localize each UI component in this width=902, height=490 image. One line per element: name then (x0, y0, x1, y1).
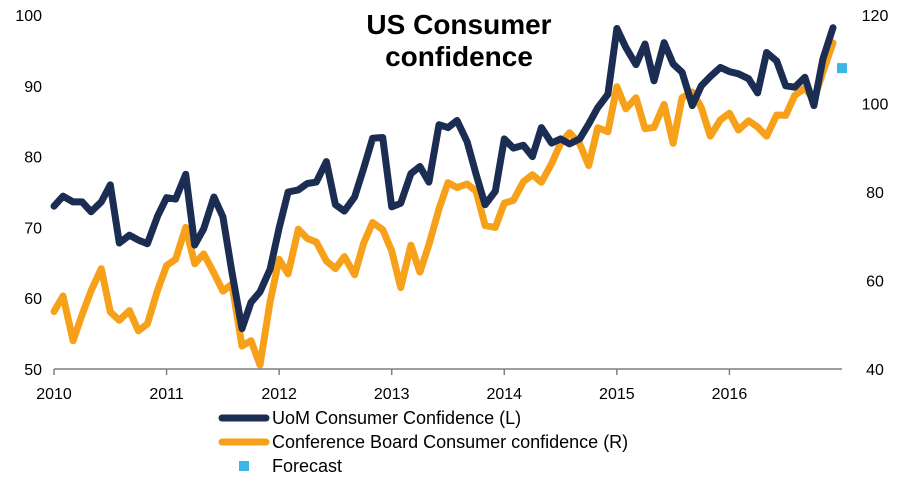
x-tick-label: 2011 (149, 386, 184, 403)
legend-swatch-forecast (239, 461, 249, 471)
left-y-tick-label: 90 (24, 79, 42, 96)
conference-board-series-line (50, 39, 837, 369)
x-tick-label: 2015 (599, 386, 635, 403)
legend-label: UoM Consumer Confidence (L) (272, 408, 521, 428)
left-y-ticks: 50 60 70 80 90 100 (15, 8, 42, 379)
forecast-marker (837, 63, 847, 74)
x-ticks: 2010 2011 2012 2013 2014 2015 2016 (36, 369, 747, 403)
right-y-tick-label: 80 (866, 185, 884, 202)
x-tick-label: 2016 (712, 386, 748, 403)
right-y-tick-label: 120 (862, 8, 889, 25)
series-layer (50, 24, 847, 369)
chart-title-line-1: US Consumer (366, 9, 551, 40)
chart-title-line-2: confidence (385, 41, 533, 72)
right-y-tick-label: 40 (866, 362, 884, 379)
uom-series-line (50, 24, 837, 333)
left-y-tick-label: 100 (15, 8, 42, 25)
x-tick-label: 2010 (36, 386, 72, 403)
x-tick-label: 2012 (261, 386, 297, 403)
left-y-tick-label: 60 (24, 291, 42, 308)
legend-label: Conference Board Consumer confidence (R) (272, 432, 628, 452)
right-y-ticks: 40 60 80 100 120 (862, 8, 889, 379)
chart-title: US Consumer confidence (366, 9, 551, 72)
left-y-tick-label: 70 (24, 220, 42, 237)
legend: UoM Consumer Confidence (L) Conference Bo… (218, 408, 628, 476)
right-y-tick-label: 100 (862, 97, 889, 114)
x-tick-label: 2014 (486, 386, 522, 403)
left-y-tick-label: 50 (24, 362, 42, 379)
right-y-tick-label: 60 (866, 274, 884, 291)
x-tick-label: 2013 (374, 386, 410, 403)
legend-label: Forecast (272, 456, 342, 476)
left-y-tick-label: 80 (24, 150, 42, 167)
